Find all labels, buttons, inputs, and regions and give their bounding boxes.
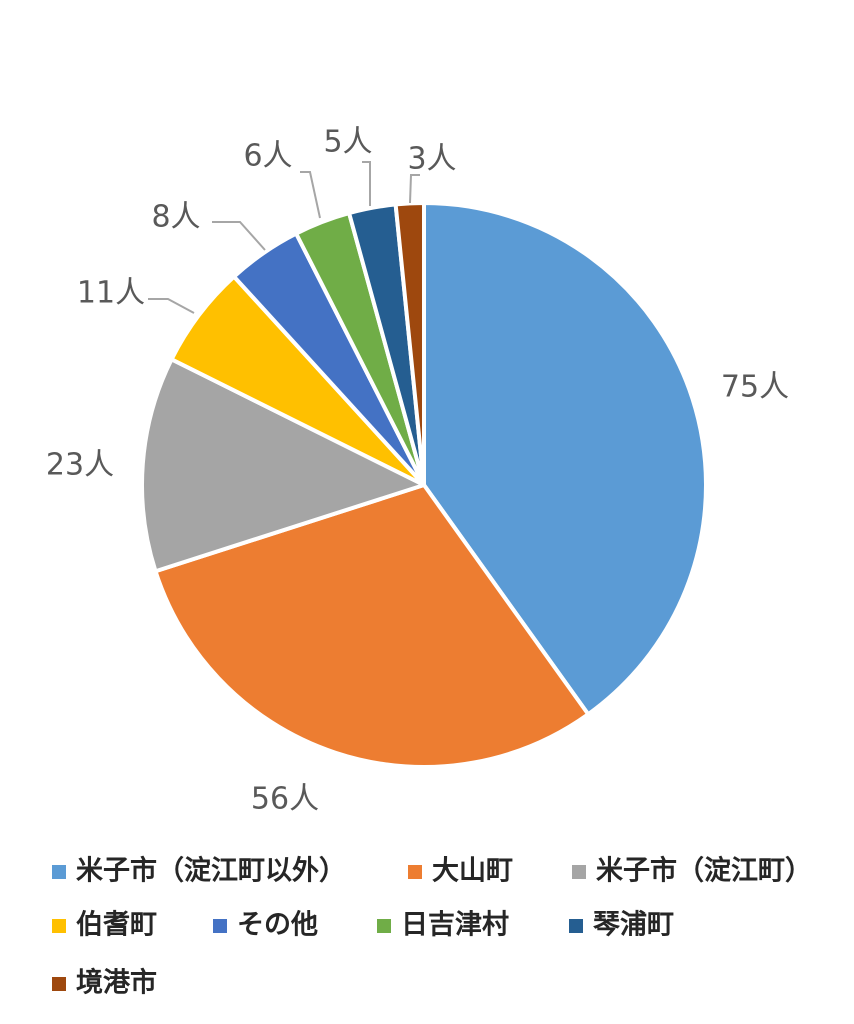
legend-item-3: 米子市（淀江町）: [572, 855, 812, 887]
legend-label-4: 伯耆町: [76, 910, 157, 941]
legend-swatch-2: [408, 865, 422, 879]
legend-item-4: 伯耆町: [52, 910, 157, 941]
legend-label-6: 日吉津村: [401, 910, 509, 941]
legend-swatch-4: [52, 919, 66, 933]
legend-swatch-1: [52, 865, 66, 879]
data-label-8: 3人: [407, 142, 456, 177]
legend-label-2: 大山町: [432, 856, 513, 887]
legend-swatch-8: [52, 977, 66, 991]
pie-slice-1: [422, 201, 708, 717]
leader-line-7: [362, 161, 371, 206]
legend-swatch-3: [572, 865, 586, 879]
legend-label-7: 琴浦町: [593, 909, 674, 941]
data-labels: 75人 56人 23人 11人 8人 6人 5人 3人: [46, 125, 789, 817]
leader-line-6: [300, 171, 321, 219]
data-label-3: 23人: [46, 448, 114, 483]
legend-item-1: 米子市（淀江町以外）: [52, 855, 346, 887]
pie-slice-8: [393, 201, 426, 487]
leader-line-8: [409, 174, 420, 204]
data-label-5: 8人: [151, 200, 200, 235]
legend-swatch-7: [569, 919, 583, 933]
data-label-7: 5人: [323, 125, 372, 160]
legend-label-5: その他: [237, 910, 318, 941]
pie-slices: [140, 201, 708, 769]
legend-item-2: 大山町: [408, 856, 513, 887]
legend-item-6: 日吉津村: [377, 910, 509, 941]
legend-label-1: 米子市（淀江町以外）: [76, 855, 346, 887]
pie-slice-3: [140, 357, 426, 574]
legend-item-5: その他: [213, 910, 318, 941]
leader-lines: [148, 161, 420, 314]
pie-slice-2: [153, 483, 591, 769]
data-label-2: 56人: [251, 782, 319, 817]
legend-label-3: 米子市（淀江町）: [596, 855, 812, 887]
legend-swatch-5: [213, 919, 227, 933]
data-label-6: 6人: [243, 139, 292, 174]
legend-item-7: 琴浦町: [569, 909, 674, 941]
data-label-4: 11人: [77, 276, 145, 311]
data-label-1: 75人: [721, 370, 789, 405]
legend-item-8: 境港市: [52, 967, 157, 999]
leader-line-4: [148, 298, 195, 314]
legend-label-8: 境港市: [76, 967, 157, 999]
legend-swatch-6: [377, 919, 391, 933]
leader-line-5: [212, 221, 266, 251]
